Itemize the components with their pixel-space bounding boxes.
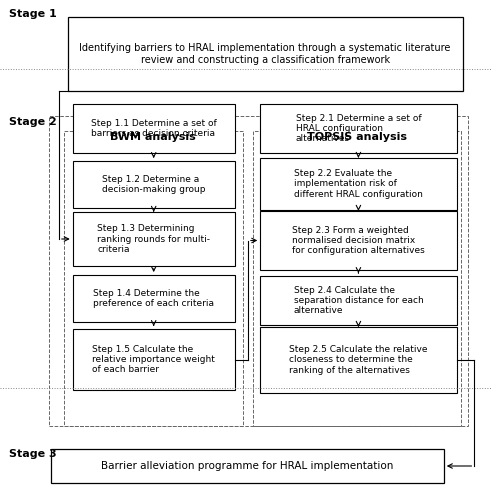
Text: Step 2.5 Calculate the relative
closeness to determine the
ranking of the altern: Step 2.5 Calculate the relative closenes… [289,345,428,375]
FancyBboxPatch shape [73,161,235,208]
FancyBboxPatch shape [260,104,457,153]
Text: Step 2.4 Calculate the
separation distance for each
alternative: Step 2.4 Calculate the separation distan… [294,286,423,316]
FancyBboxPatch shape [260,327,457,393]
Text: Step 1.3 Determining
ranking rounds for multi-
criteria: Step 1.3 Determining ranking rounds for … [97,224,210,254]
Text: Barrier alleviation programme for HRAL implementation: Barrier alleviation programme for HRAL i… [101,461,394,471]
Text: Step 1.5 Calculate the
relative importance weight
of each barrier: Step 1.5 Calculate the relative importan… [92,344,215,374]
FancyBboxPatch shape [68,17,463,91]
FancyBboxPatch shape [51,449,444,483]
FancyBboxPatch shape [73,104,235,153]
FancyBboxPatch shape [73,275,235,322]
FancyBboxPatch shape [260,211,457,270]
Text: BWM analysis: BWM analysis [110,132,196,142]
Text: Stage 2: Stage 2 [9,117,56,127]
Text: Step 2.2 Evaluate the
implementation risk of
different HRAL configuration: Step 2.2 Evaluate the implementation ris… [294,169,423,199]
FancyBboxPatch shape [73,212,235,266]
Text: Stage 3: Stage 3 [9,449,56,459]
Text: TOPSIS analysis: TOPSIS analysis [307,132,407,142]
Text: Step 2.1 Determine a set of
HRAL configuration
alternatives: Step 2.1 Determine a set of HRAL configu… [296,114,421,144]
FancyBboxPatch shape [73,329,235,390]
Text: Step 1.2 Determine a
decision-making group: Step 1.2 Determine a decision-making gro… [102,175,205,194]
FancyBboxPatch shape [260,276,457,325]
Text: Step 1.1 Determine a set of
barriers as decision criteria: Step 1.1 Determine a set of barriers as … [91,119,217,138]
Text: Step 2.3 Form a weighted
normalised decision matrix
for configuration alternativ: Step 2.3 Form a weighted normalised deci… [292,226,425,256]
Text: Stage 1: Stage 1 [9,9,56,19]
Text: Step 1.4 Determine the
preference of each criteria: Step 1.4 Determine the preference of eac… [93,289,214,308]
Text: Identifying barriers to HRAL implementation through a systematic literature
revi: Identifying barriers to HRAL implementat… [80,43,451,65]
FancyBboxPatch shape [260,158,457,210]
